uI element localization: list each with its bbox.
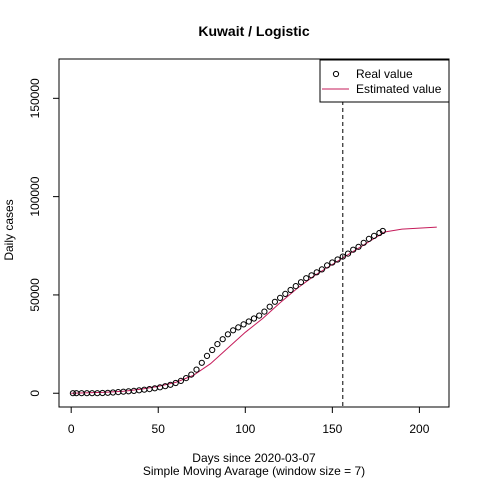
real-value-point: [365, 235, 372, 242]
real-value-point: [376, 229, 383, 237]
real-value-point: [292, 283, 299, 290]
real-value-point: [177, 377, 184, 384]
real-value-point: [344, 250, 352, 257]
real-value-point: [240, 321, 247, 328]
x-axis-label: Days since 2020-03-07: [192, 451, 316, 465]
real-value-point: [339, 253, 346, 260]
real-value-point: [130, 387, 137, 394]
real-value-point: [230, 327, 237, 334]
real-value-point: [379, 227, 386, 235]
real-value-point: [136, 387, 143, 394]
real-value-point: [355, 243, 362, 250]
real-value-point: [172, 379, 179, 387]
real-value-point: [334, 256, 341, 263]
x-tick-label: 0: [68, 422, 75, 436]
x-tick-label: 150: [322, 422, 342, 436]
real-value-point: [198, 359, 205, 366]
x-tick-label: 200: [409, 422, 429, 436]
real-value-point: [313, 269, 320, 276]
real-value-point: [235, 324, 242, 331]
y-tick-label: 100000: [28, 176, 42, 216]
y-tick-label: 50000: [28, 278, 42, 312]
real-value-point: [94, 390, 101, 397]
real-value-point: [287, 286, 294, 294]
real-value-point: [360, 239, 367, 246]
real-value-point: [193, 366, 200, 373]
real-value-point: [266, 303, 273, 310]
real-value-point: [209, 346, 216, 354]
real-value-point: [261, 308, 268, 315]
real-value-point: [219, 336, 226, 343]
real-value-point: [69, 390, 77, 397]
real-value-point: [203, 352, 211, 359]
real-value-point: [318, 266, 325, 273]
y-tick-label: 150000: [28, 78, 42, 118]
chart-subtitle: Simple Moving Avarage (window size = 7): [143, 464, 365, 478]
plot-frame: [58, 58, 450, 408]
real-value-point: [214, 341, 221, 348]
real-value-point: [277, 294, 284, 301]
real-value-point: [297, 279, 305, 286]
real-value-point: [271, 298, 278, 305]
real-value-point: [99, 389, 106, 397]
legend-box: [319, 59, 450, 103]
x-tick-label: 50: [152, 422, 166, 436]
real-value-point: [324, 262, 331, 269]
real-value-point: [224, 331, 231, 338]
real-value-point: [146, 386, 153, 393]
real-value-point: [245, 318, 252, 325]
real-value-point: [282, 290, 289, 297]
real-value-point: [371, 232, 378, 239]
legend-marker-real: [332, 70, 340, 78]
plot-area: [69, 59, 437, 407]
real-value-point: [303, 275, 310, 282]
legend-label-estimated: Estimated value: [356, 82, 442, 96]
legend: Real value Estimated value: [319, 59, 450, 103]
real-value-point: [183, 375, 190, 382]
x-tick-label: 100: [235, 422, 255, 436]
axes: 0 50 100 150 200 0 50000 100000 150000: [28, 58, 450, 436]
real-value-point: [329, 259, 336, 266]
real-value-point: [188, 371, 195, 378]
real-value-point: [256, 312, 263, 319]
real-value-point: [141, 386, 148, 393]
real-value-point: [308, 272, 315, 279]
legend-label-real: Real value: [356, 67, 413, 81]
chart-title: Kuwait / Logistic: [198, 23, 309, 39]
real-value-point: [250, 315, 258, 322]
estimated-value-line: [71, 226, 437, 394]
y-tick-label: 0: [28, 390, 42, 397]
real-value-point: [350, 246, 357, 253]
y-axis-label: Daily cases: [2, 199, 16, 260]
real-value-point: [167, 381, 174, 388]
